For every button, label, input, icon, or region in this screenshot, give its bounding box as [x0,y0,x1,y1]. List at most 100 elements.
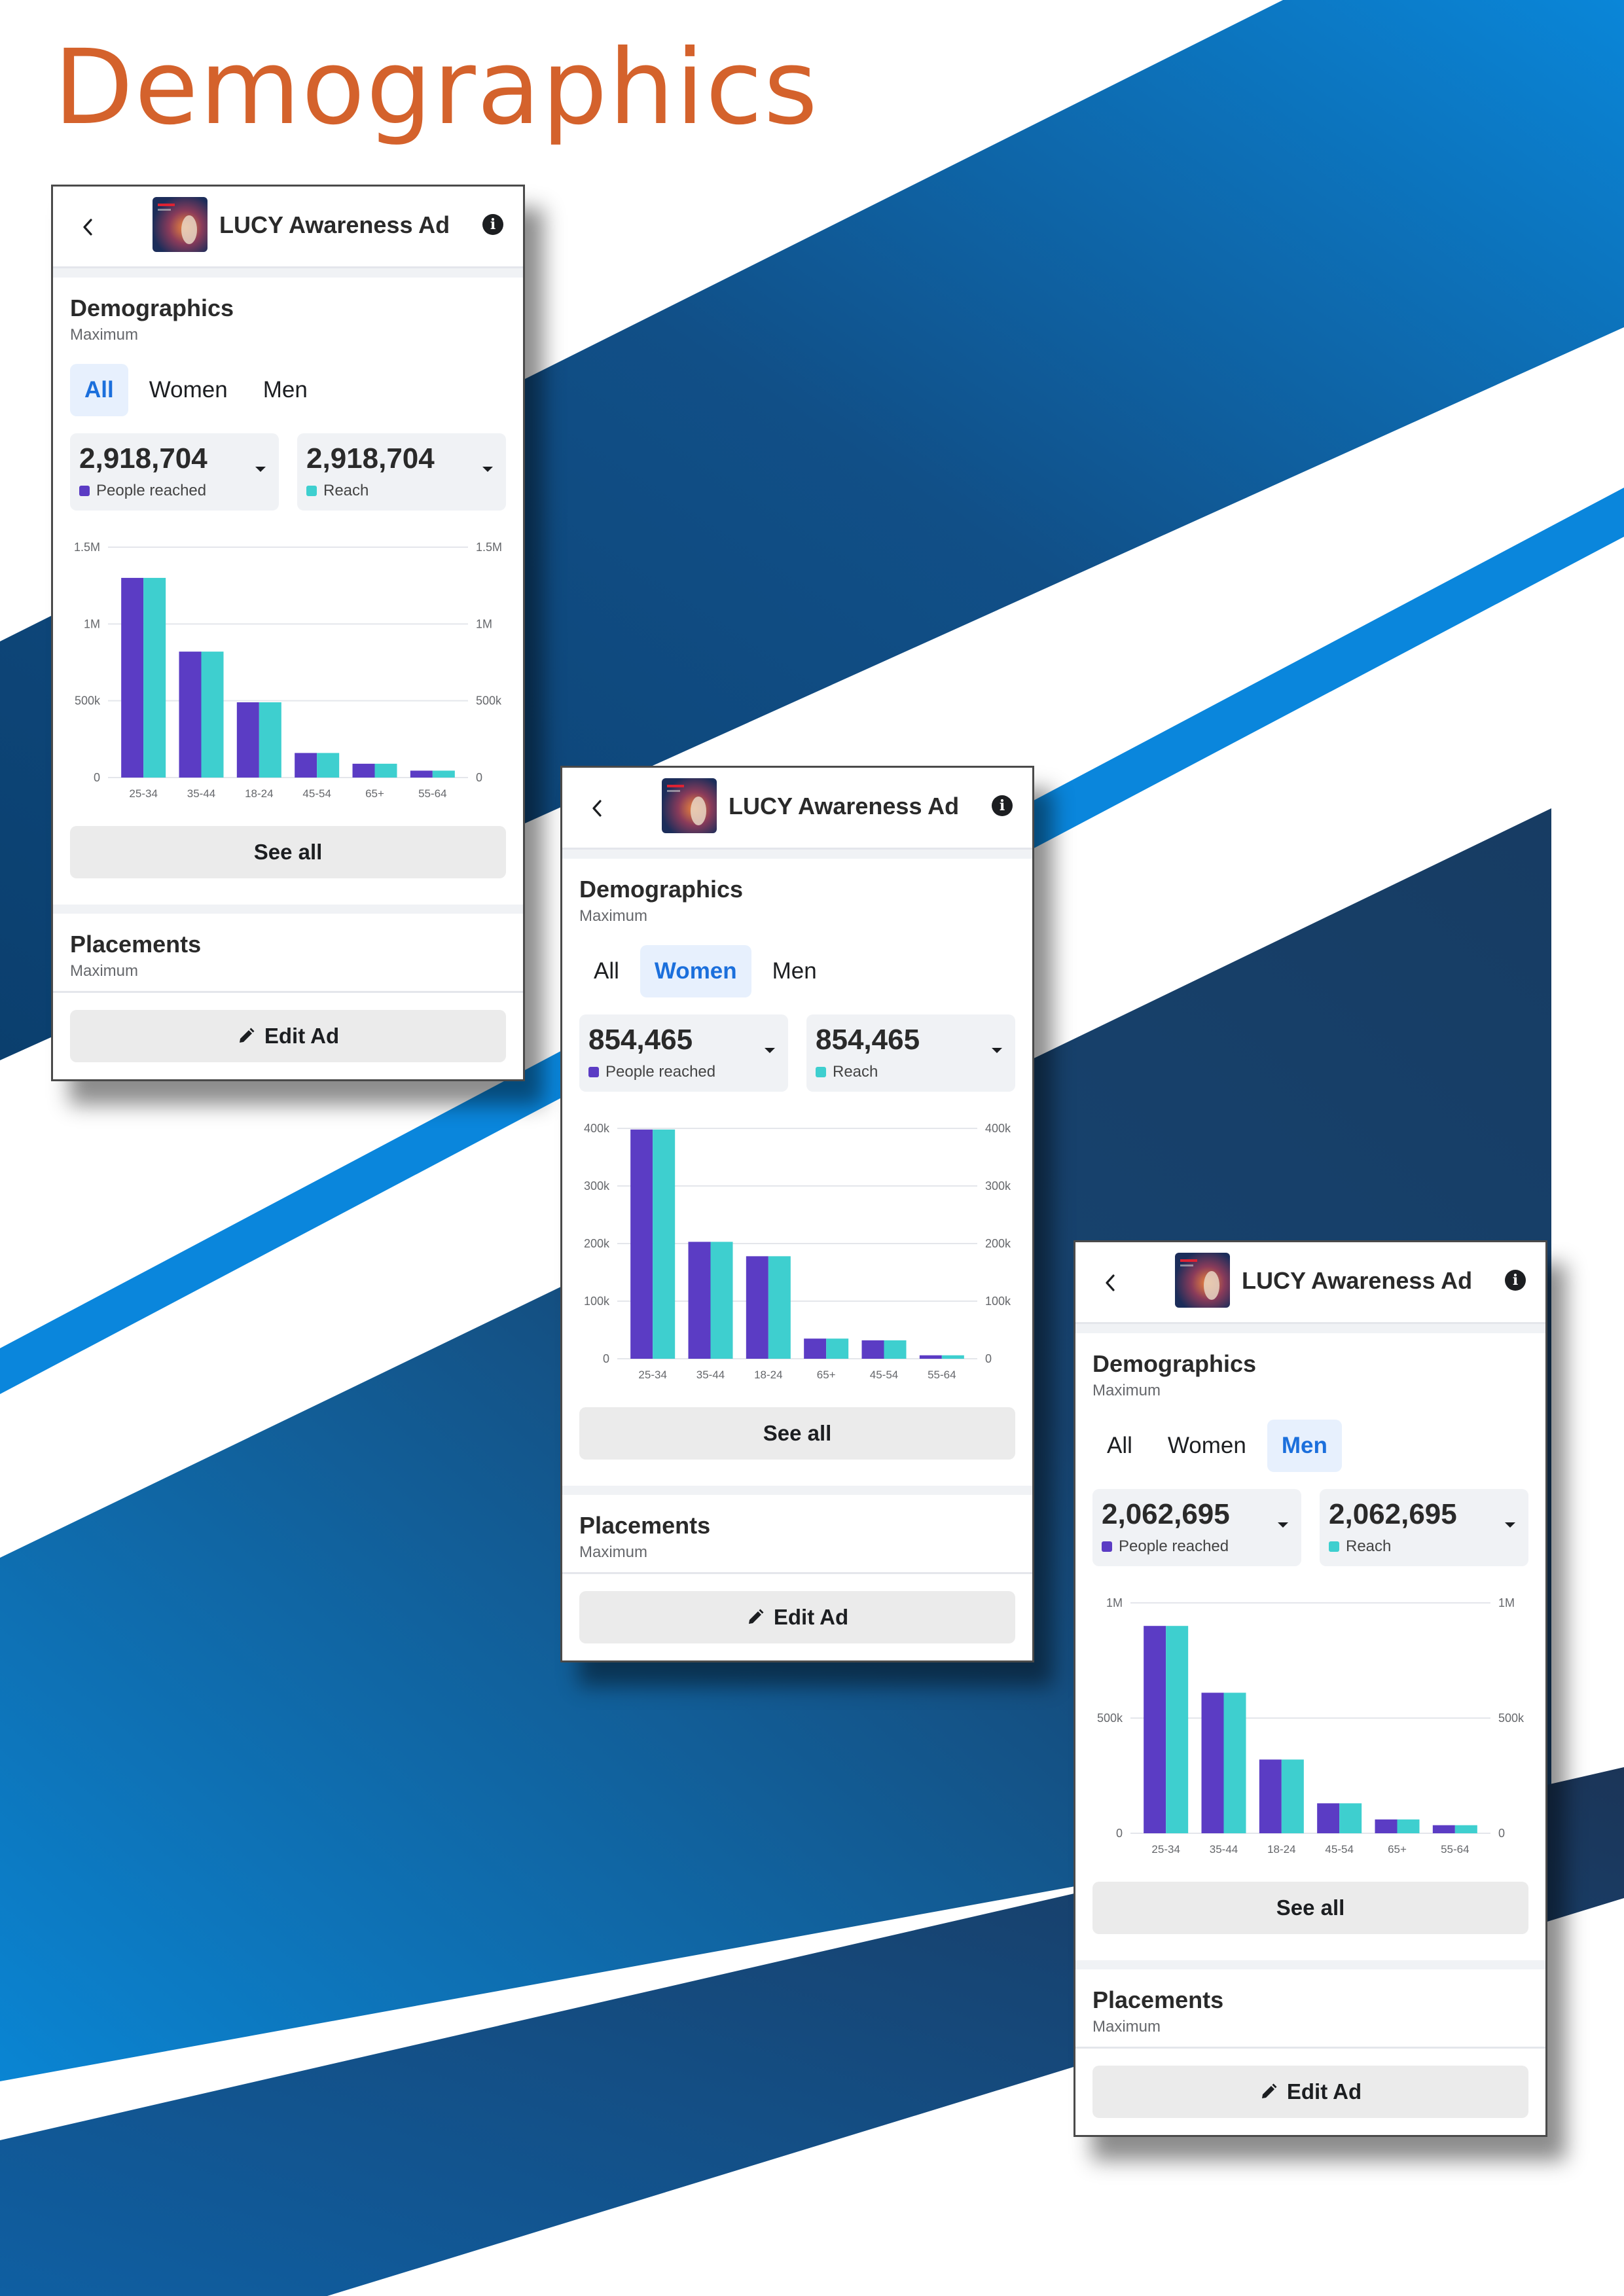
bar-people-reached-55-64[interactable] [1432,1825,1455,1833]
bar-people-reached-65+[interactable] [1375,1819,1398,1833]
edit-ad-button[interactable]: Edit Ad [70,1010,506,1062]
back-button[interactable] [67,206,109,248]
bar-people-reached-45-54[interactable] [1317,1803,1340,1833]
bar-reach-65+[interactable] [826,1338,849,1359]
tab-all[interactable]: All [594,958,619,984]
edit-ad-label: Edit Ad [773,1605,849,1629]
y-tick-label: 500k [75,694,101,708]
metric-label: Reach [1346,1537,1392,1555]
x-tick-label: 18-24 [754,1369,782,1381]
tab-all[interactable]: All [70,364,128,416]
metric-selector-people-reached[interactable]: 2,062,695 People reached [1092,1489,1301,1566]
y-tick-label: 300k [985,1179,1011,1193]
edit-ad-button[interactable]: Edit Ad [1092,2066,1528,2118]
section-divider [562,850,1032,859]
chevron-left-icon [83,219,92,236]
info-icon[interactable]: i [1505,1270,1526,1291]
pencil-icon [1261,2083,1277,2098]
y-tick-label: 0 [603,1352,609,1365]
bar-people-reached-65+[interactable] [804,1338,827,1359]
metric-selector-people-reached[interactable]: 854,465 People reached [579,1014,788,1092]
info-icon[interactable]: i [992,795,1013,816]
tab-men[interactable]: Men [262,377,308,403]
bar-people-reached-35-44[interactable] [1201,1693,1224,1833]
bar-reach-55-64[interactable] [432,770,455,778]
metric-selector-reach[interactable]: 2,062,695 Reach [1320,1489,1528,1566]
bar-reach-25-34[interactable] [1166,1626,1189,1833]
bar-people-reached-18-24[interactable] [236,702,259,778]
bar-reach-35-44[interactable] [710,1242,733,1359]
bar-reach-18-24[interactable] [768,1256,791,1359]
back-button[interactable] [1090,1262,1132,1304]
age-bar-chart-men: 0 0 500k 500k 1M 1M 25-34 35-44 18-24 45-54 65+ 55-… [1097,1596,1525,1856]
metric-label: Reach [323,482,369,499]
bar-people-reached-25-34[interactable] [630,1129,653,1359]
bar-people-reached-18-24[interactable] [746,1256,768,1359]
bar-reach-55-64[interactable] [941,1355,964,1359]
placements-title: Placements [70,931,202,958]
metric-selectors: 854,465 People reached 854,465 Reach [579,1014,1015,1092]
bar-reach-55-64[interactable] [1454,1825,1477,1833]
bar-people-reached-55-64[interactable] [919,1355,942,1359]
bar-reach-25-34[interactable] [653,1129,676,1359]
see-all-button[interactable]: See all [70,826,506,878]
bar-people-reached-25-34[interactable] [121,577,144,778]
bar-reach-65+[interactable] [1397,1819,1420,1833]
demographics-section: Demographics Maximum All Women Men 2,918… [53,295,523,878]
bar-people-reached-45-54[interactable] [861,1340,884,1359]
y-tick-label: 200k [985,1237,1011,1250]
edit-ad-button[interactable]: Edit Ad [579,1591,1015,1643]
bar-people-reached-25-34[interactable] [1144,1626,1166,1833]
see-all-button[interactable]: See all [1092,1882,1528,1934]
bar-people-reached-18-24[interactable] [1259,1759,1282,1833]
edit-ad-footer: Edit Ad [53,991,523,1079]
bar-reach-25-34[interactable] [143,577,166,778]
legend-swatch-teal [1329,1541,1339,1552]
tab-men[interactable]: Men [772,958,817,984]
bar-people-reached-55-64[interactable] [410,770,433,778]
metric-selector-reach[interactable]: 854,465 Reach [806,1014,1015,1092]
bar-reach-18-24[interactable] [1281,1759,1304,1833]
bar-people-reached-45-54[interactable] [295,753,317,778]
bar-reach-45-54[interactable] [884,1340,907,1359]
pencil-icon [239,1028,255,1043]
x-tick-label: 18-24 [245,787,273,800]
info-icon[interactable]: i [482,214,503,235]
caret-down-icon [765,1048,775,1053]
legend-swatch-purple [1102,1541,1112,1552]
tab-all[interactable]: All [1107,1433,1132,1458]
demographics-title: Demographics [1092,1350,1257,1377]
y-tick-label: 200k [584,1237,610,1250]
bar-reach-18-24[interactable] [259,702,281,778]
back-button[interactable] [577,787,619,829]
bar-reach-35-44[interactable] [1223,1693,1246,1833]
bar-people-reached-35-44[interactable] [688,1242,711,1359]
see-all-button[interactable]: See all [579,1407,1015,1460]
bar-reach-65+[interactable] [374,763,397,778]
gender-tabs: All Women Men [1092,1420,1528,1472]
x-tick-label: 65+ [365,787,384,800]
caret-down-icon [482,467,493,472]
y-tick-label: 1.5M [74,541,100,554]
tab-men[interactable]: Men [1267,1420,1342,1472]
demographics-subtitle: Maximum [1092,1382,1161,1399]
metric-selector-reach[interactable]: 2,918,704 Reach [297,433,506,511]
tab-women[interactable]: Women [1167,1433,1246,1458]
x-tick-label: 45-54 [870,1369,898,1381]
y-tick-label: 400k [584,1122,610,1135]
ad-insights-card-women: LUCY Awareness Ad i Demographics Maximum… [560,766,1034,1662]
bar-people-reached-65+[interactable] [352,763,375,778]
tab-women[interactable]: Women [149,377,228,403]
tab-women[interactable]: Women [640,945,751,997]
y-tick-label: 300k [584,1179,610,1193]
x-tick-label: 45-54 [1325,1843,1353,1856]
y-tick-label: 500k [476,694,502,708]
bar-reach-45-54[interactable] [317,753,340,778]
bar-people-reached-35-44[interactable] [179,651,202,778]
x-tick-label: 25-34 [1151,1843,1180,1856]
bar-reach-35-44[interactable] [201,651,224,778]
demographics-subtitle: Maximum [579,907,648,925]
metric-selector-people-reached[interactable]: 2,918,704 People reached [70,433,279,511]
bar-reach-45-54[interactable] [1339,1803,1362,1833]
placements-subtitle: Maximum [579,1543,648,1561]
